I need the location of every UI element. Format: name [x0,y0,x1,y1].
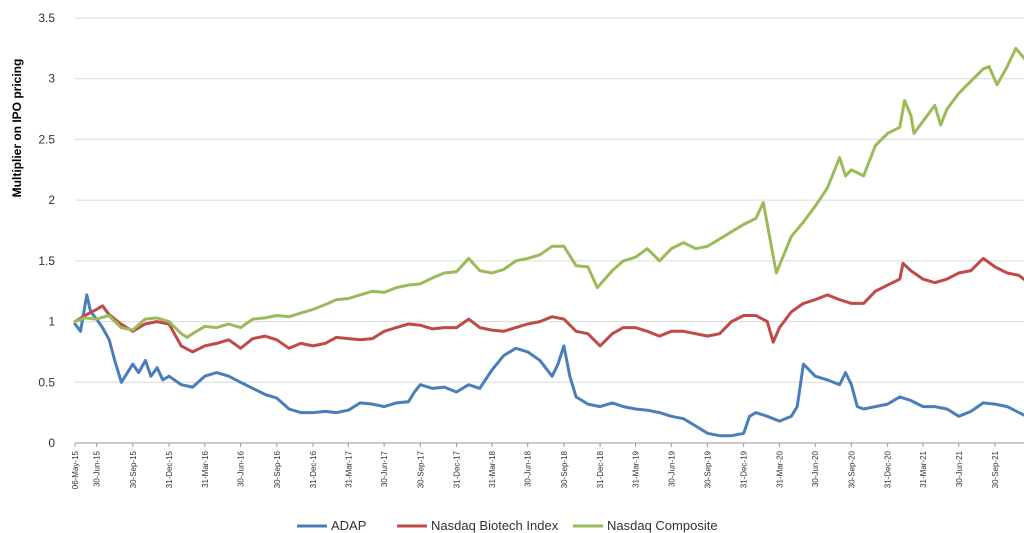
y-axis-ticks: 0 0.5 1 1.5 2 2.5 3 3.5 [38,11,55,450]
x-tick-label: 30-Sep-21 [991,450,1000,488]
x-tick-label: 31-Mar-18 [488,450,497,487]
x-tick-label: 30-Jun-17 [380,450,389,487]
x-tick-label: 31-Mar-16 [201,450,210,487]
x-tick-label: 30-Jun-16 [237,450,246,487]
gridlines [75,17,1024,383]
y-tick-label: 3 [48,72,55,86]
legend-label: Nasdaq Biotech Index [431,518,559,533]
x-tick-label: 31-Dec-15 [165,450,174,488]
x-tick-label: 31-Mar-21 [919,450,928,487]
y-tick-label: 3.5 [38,11,55,25]
series-lines [73,46,1024,438]
x-tick-label: 31-Dec-19 [740,450,749,488]
series-line-1 [73,293,1024,438]
x-tick-label: 30-Jun-18 [524,450,533,487]
x-tick-label: 31-Mar-20 [775,450,784,487]
x-axis-ticks: 06-May-15 30-Jun-15 30-Sep-15 31-Dec-15 31-M… [71,443,1000,489]
x-tick-label: 30-Jun-20 [811,450,820,487]
legend-label: ADAP [331,518,366,533]
x-tick-label: 06-May-15 [71,450,80,489]
x-tick-label: 31-Dec-20 [884,450,893,488]
y-tick-label: 2.5 [38,132,55,146]
x-tick-label: 31-Dec-16 [309,450,318,488]
x-tick-label: 30-Sep-19 [703,450,712,488]
x-tick-label: 30-Jun-15 [93,450,102,487]
x-tick-label: 31-Dec-17 [453,450,462,488]
x-tick-label: 30-Jun-21 [955,450,964,487]
series-line-3 [73,46,1024,339]
y-tick-label: 0.5 [38,375,55,389]
legend: ADAP Nasdaq Biotech Index Nasdaq Composite [297,518,718,533]
y-tick-label: 2 [48,193,55,207]
x-tick-label: 30-Sep-18 [560,450,569,488]
x-tick-label: 31-Mar-17 [344,450,353,487]
y-tick-label: 1 [48,315,55,329]
y-tick-label: 1.5 [38,254,55,268]
x-tick-label: 30-Sep-15 [129,450,138,488]
x-tick-label: 30-Sep-20 [847,450,856,488]
series-line-2 [73,256,1024,354]
x-tick-label: 31-Dec-18 [596,450,605,488]
x-tick-label: 30-Sep-16 [273,450,282,488]
x-tick-label: 30-Jun-19 [667,450,676,487]
y-tick-label: 0 [48,436,55,450]
y-axis-label: Multiplier on IPO pricing [10,59,24,198]
x-tick-label: 31-Mar-19 [631,450,640,487]
x-tick-label: 30-Sep-17 [416,450,425,488]
legend-label: Nasdaq Composite [607,518,718,533]
